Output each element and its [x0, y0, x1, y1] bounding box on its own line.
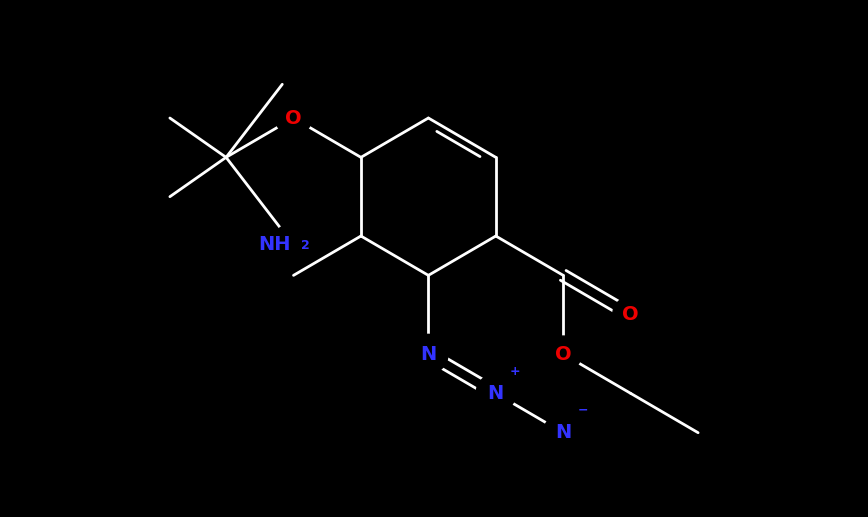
Text: N: N — [420, 344, 437, 363]
Circle shape — [545, 336, 582, 372]
Text: N: N — [488, 384, 504, 403]
Text: 2: 2 — [301, 239, 310, 252]
Circle shape — [409, 334, 448, 374]
Text: NH: NH — [258, 235, 291, 254]
Text: O: O — [555, 344, 571, 363]
Circle shape — [543, 413, 583, 452]
Circle shape — [273, 223, 315, 266]
Text: N: N — [556, 423, 571, 442]
Text: O: O — [622, 305, 639, 324]
Circle shape — [477, 374, 516, 413]
Circle shape — [275, 100, 312, 136]
Text: −: − — [577, 404, 588, 417]
Circle shape — [613, 297, 648, 332]
Text: +: + — [510, 364, 521, 377]
Text: O: O — [286, 109, 302, 128]
